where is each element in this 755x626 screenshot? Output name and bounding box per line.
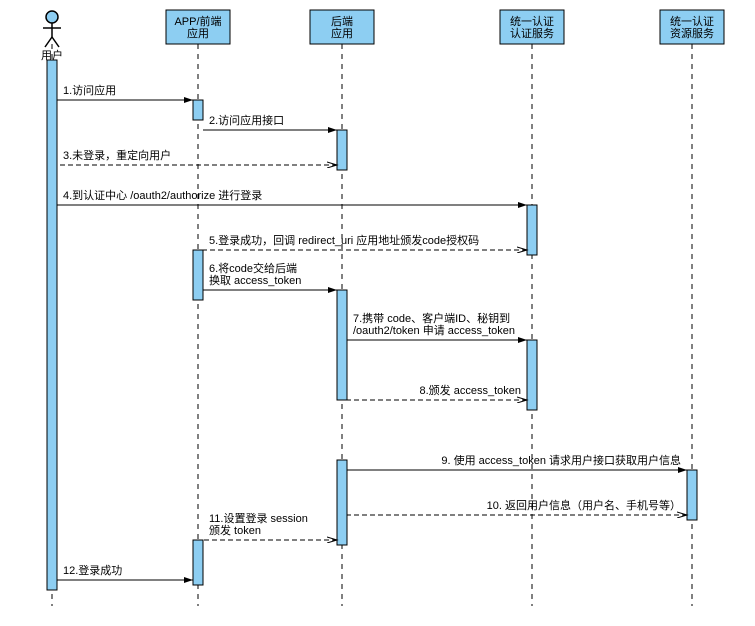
message-label-12: 12.登录成功 [63,563,122,577]
participant-label-backend: 应用 [331,26,353,40]
activation-user-0 [47,60,57,590]
message-label-11: 颁发 token [209,523,261,537]
participant-label-frontend: APP/前端 [174,14,221,28]
activation-frontend-4 [193,250,203,300]
actor-head-user [46,11,58,23]
participant-label-auth: 统一认证 [510,15,554,28]
participant-label-backend: 后端 [331,15,353,28]
activation-backend-7 [337,460,347,545]
message-label-6: 换取 access_token [209,273,301,287]
activation-frontend-1 [193,100,203,120]
participant-label-resource: 统一认证 [670,15,714,28]
message-label-4: 4.到认证中心 /oauth2/authorize 进行登录 [63,188,262,202]
activation-auth-3 [527,205,537,255]
message-label-10: 10. 返回用户信息（用户名、手机号等） [487,498,681,512]
message-label-2: 2.访问应用接口 [209,113,284,127]
participant-label-resource: 资源服务 [670,26,714,40]
message-label-3: 3.未登录，重定向用户 [63,148,171,162]
activation-backend-2 [337,130,347,170]
activation-backend-5 [337,290,347,400]
participant-label-auth: 认证服务 [510,27,554,40]
message-label-7: /oauth2/token 申请 access_token [353,324,515,337]
participant-label-frontend: 应用 [187,26,209,40]
sequence-diagram: 用户APP/前端应用后端应用统一认证认证服务统一认证资源服务1.访问应用2.访问… [0,0,755,626]
message-label-1: 1.访问应用 [63,83,116,97]
message-label-6: 6.将code交给后端 [209,261,297,275]
message-label-5: 5.登录成功，回调 redirect_uri 应用地址颁发code授权码 [209,233,479,247]
message-label-11: 11.设置登录 session [209,511,308,525]
activation-auth-6 [527,340,537,410]
message-label-9: 9. 使用 access_token 请求用户接口获取用户信息 [441,453,681,467]
message-label-8: 8.颁发 access_token [420,383,522,397]
message-label-7: 7.携带 code、客户端ID、秘钥到 [353,311,510,325]
activation-frontend-9 [193,540,203,585]
activation-resource-8 [687,470,697,520]
